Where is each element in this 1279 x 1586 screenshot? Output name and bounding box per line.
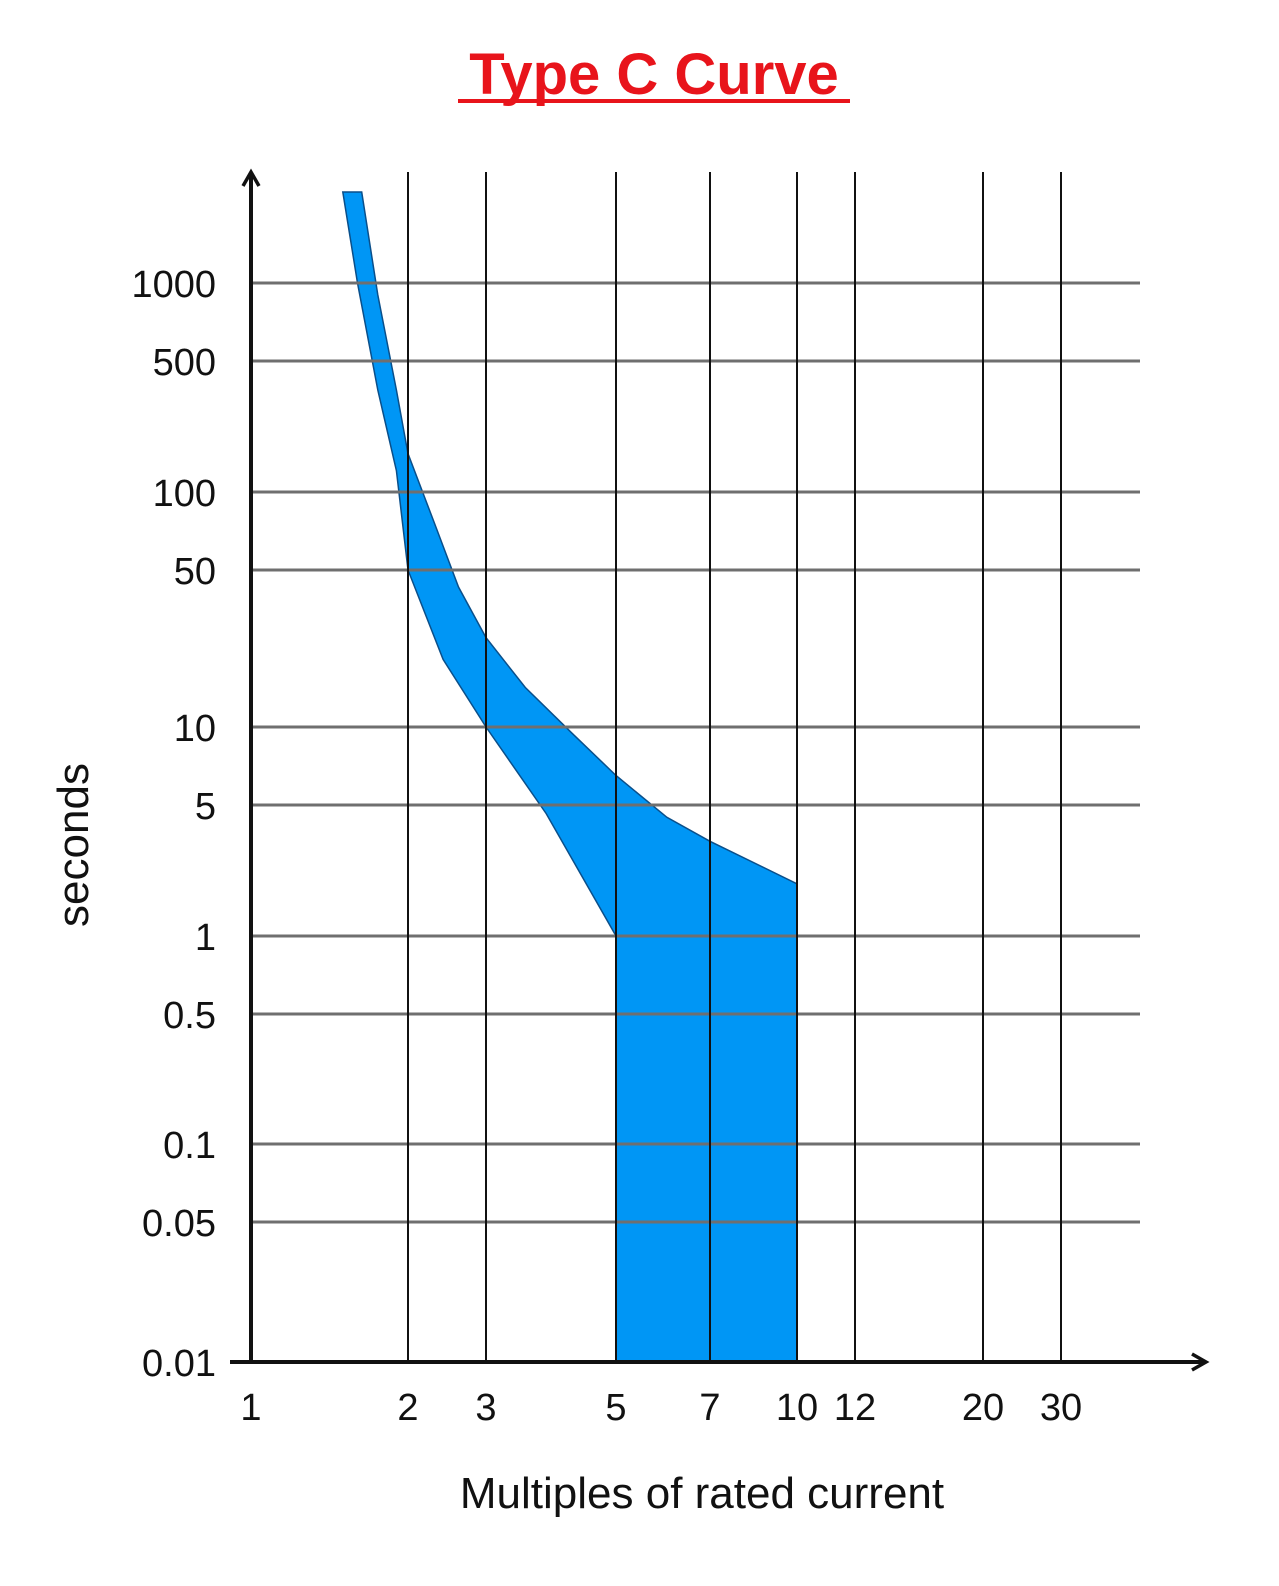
y-tick-label: 10 [174, 708, 216, 750]
y-tick-label: 0.05 [142, 1203, 216, 1245]
chart-title: Type C Curve [469, 42, 839, 107]
y-tick-label: 0.5 [163, 995, 216, 1037]
x-tick-label: 5 [605, 1387, 626, 1429]
trip-band-layer [341, 191, 798, 1363]
x-tick-label: 12 [834, 1387, 876, 1429]
y-tick-label: 0.1 [163, 1125, 216, 1167]
y-tick-label: 50 [174, 551, 216, 593]
y-tick-label: 100 [153, 473, 216, 515]
x-tick-label: 30 [1040, 1387, 1082, 1429]
x-tick-label: 10 [776, 1387, 818, 1429]
x-tick-label: 2 [397, 1387, 418, 1429]
y-tick-label: 500 [153, 342, 216, 384]
x-tick-label: 20 [962, 1387, 1004, 1429]
x-tick-labels: 1 2 3 5 7 10 12 20 30 [240, 1387, 1082, 1429]
x-tick-label: 1 [240, 1387, 261, 1429]
x-axis-label: Multiples of rated current [460, 1469, 944, 1518]
y-tick-label: 0.01 [142, 1343, 216, 1385]
horizontal-gridlines [251, 281, 1140, 1224]
x-tick-label: 7 [699, 1387, 720, 1429]
y-tick-label: 1000 [131, 264, 216, 306]
trip-band [341, 191, 798, 1363]
y-tick-label: 1 [195, 917, 216, 959]
y-axis-label: seconds [49, 763, 98, 927]
y-tick-labels: 1000 500 100 50 10 5 1 0.5 0.1 0.05 0.01 [131, 264, 216, 1385]
y-tick-label: 5 [195, 786, 216, 828]
x-tick-label: 3 [475, 1387, 496, 1429]
vertical-gridlines [407, 172, 1062, 1362]
